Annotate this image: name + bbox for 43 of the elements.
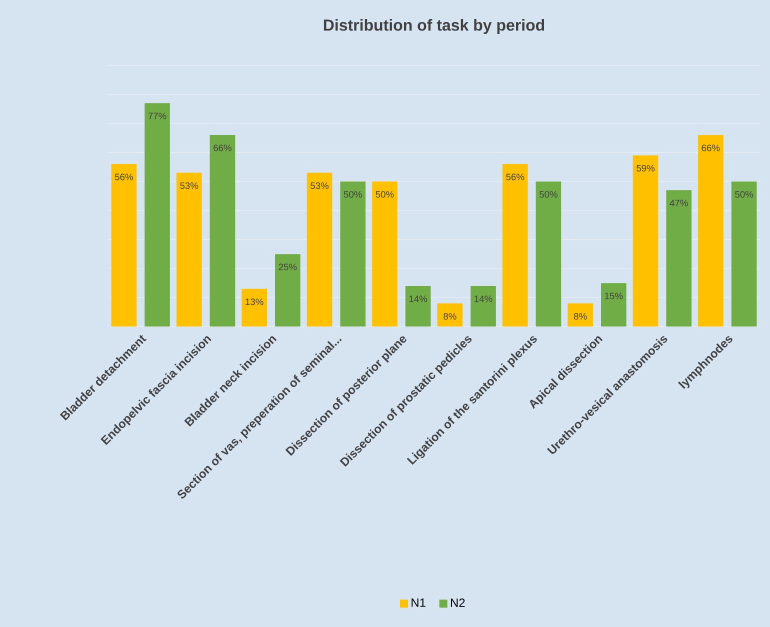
legend-label: N2 [450, 598, 465, 607]
bar [437, 303, 463, 327]
data-label: 50% [376, 191, 394, 198]
data-label: 53% [310, 182, 329, 189]
bar [536, 181, 562, 327]
bar [632, 155, 658, 327]
data-label: 50% [735, 191, 754, 198]
bar [405, 286, 431, 327]
data-label: 14% [409, 296, 428, 302]
data-label: 8% [574, 313, 587, 320]
data-label: 77% [148, 112, 166, 120]
bar [210, 135, 236, 327]
data-label: 14% [474, 296, 492, 302]
bar [111, 164, 137, 327]
bar [698, 135, 724, 327]
bar [275, 254, 300, 327]
bar [144, 103, 170, 327]
bar [176, 172, 202, 327]
data-label: 13% [246, 298, 264, 306]
data-label: 8% [444, 313, 456, 320]
data-label: 66% [214, 144, 232, 152]
data-label: 15% [605, 292, 623, 300]
bar [601, 283, 626, 327]
bar [731, 181, 757, 327]
chart-title: Distribution of task by period [324, 19, 544, 34]
data-label: 59% [636, 164, 655, 172]
bar [340, 181, 366, 327]
data-label: 50% [540, 191, 558, 198]
bar [568, 303, 593, 327]
bar [502, 164, 528, 327]
data-label: 66% [702, 144, 720, 152]
data-label: 50% [344, 191, 362, 198]
legend-label: N1 [412, 598, 426, 607]
bar [306, 172, 332, 327]
bar [470, 286, 496, 327]
data-label: 56% [506, 174, 524, 180]
data-label: 53% [180, 182, 198, 189]
data-label: 25% [278, 264, 297, 270]
bar [372, 181, 398, 327]
data-label: 56% [114, 174, 133, 180]
data-label: 47% [670, 200, 688, 206]
bar [242, 288, 268, 327]
bar [666, 190, 692, 327]
